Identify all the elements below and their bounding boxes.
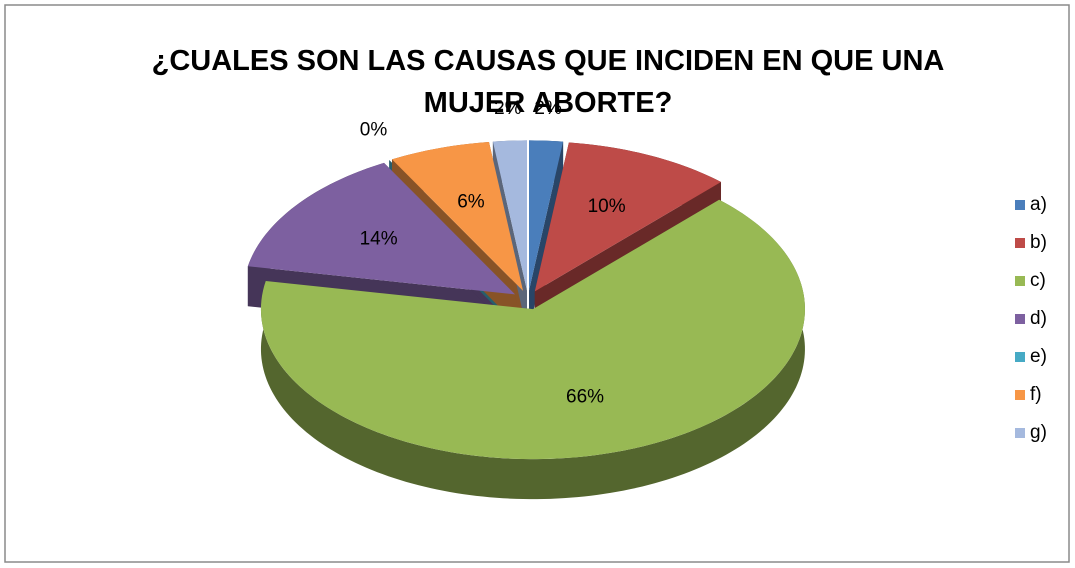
- legend-label: g): [1030, 422, 1047, 443]
- pie-slice: [392, 142, 524, 291]
- legend-label: e): [1030, 346, 1047, 367]
- chart-title: ¿CUALES SON LAS CAUSAS QUE INCIDEN EN QU…: [151, 45, 945, 119]
- legend-label: b): [1030, 232, 1047, 253]
- pie-slice: [260, 199, 805, 460]
- data-label: 10%: [588, 196, 626, 217]
- legend-swatch: [1015, 238, 1025, 248]
- data-label: 14%: [360, 229, 398, 250]
- pie-slice: [389, 160, 521, 292]
- legend-swatch: [1015, 314, 1025, 324]
- legend-swatch: [1015, 352, 1025, 362]
- legend-label: c): [1030, 270, 1046, 291]
- legend-swatch: [1015, 276, 1025, 286]
- slice-tops: [247, 140, 805, 460]
- legend: a) b) c) d) e) f) g): [1015, 194, 1047, 443]
- data-label: 0%: [360, 119, 388, 140]
- legend-swatch: [1015, 428, 1025, 438]
- pie-slice: [534, 142, 722, 292]
- data-label: 6%: [457, 191, 485, 212]
- pie-slice: [247, 162, 516, 295]
- legend-label: a): [1030, 194, 1047, 215]
- pie-slice: [492, 140, 527, 291]
- legend-label: f): [1030, 384, 1042, 405]
- legend-label: d): [1030, 308, 1047, 329]
- data-label: 2%: [494, 98, 522, 119]
- legend-swatch: [1015, 390, 1025, 400]
- data-label: 66%: [566, 387, 604, 408]
- legend-swatch: [1015, 200, 1025, 210]
- data-labels: 2% 10% 66% 14% 0% 6% 2%: [360, 98, 626, 408]
- pie-slice: [529, 140, 564, 291]
- data-label: 2%: [534, 98, 562, 119]
